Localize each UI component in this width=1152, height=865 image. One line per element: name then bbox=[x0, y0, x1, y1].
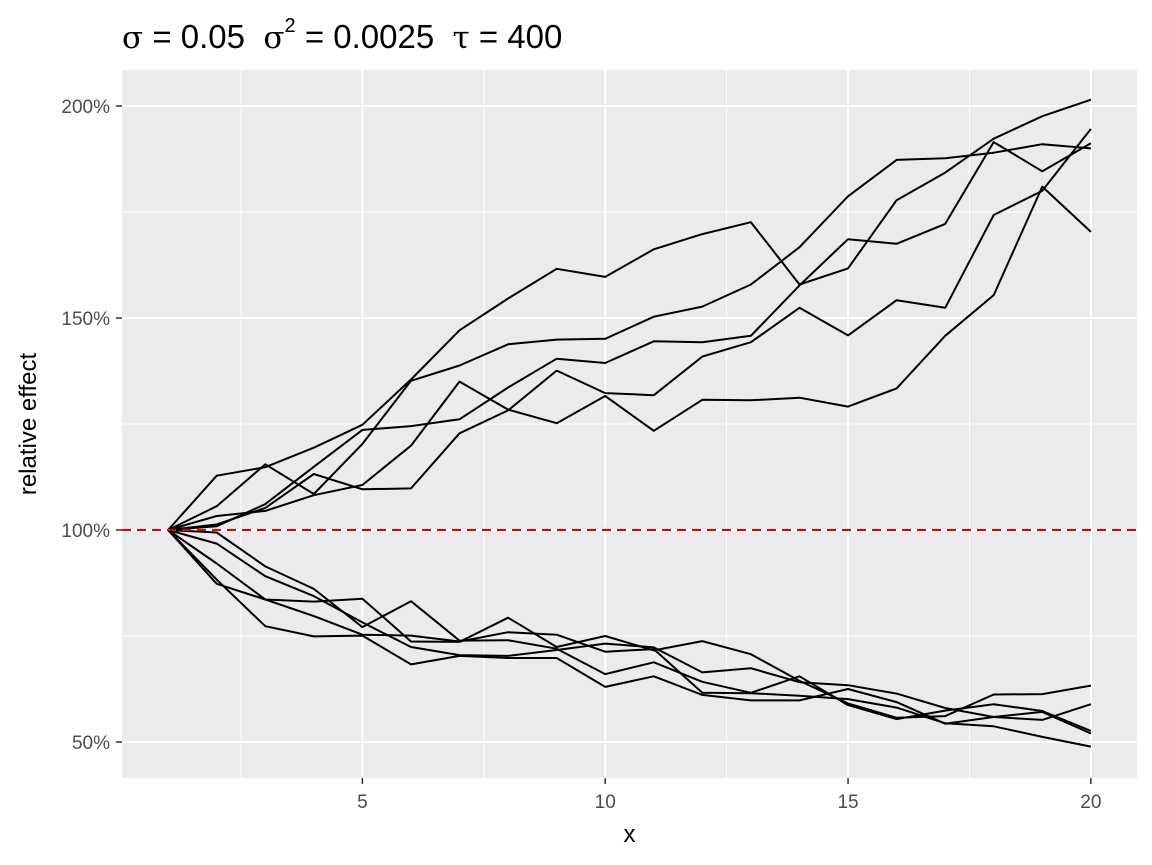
tau-value: = 400 bbox=[469, 18, 563, 55]
y-tick-label: 150% bbox=[61, 309, 110, 330]
y-axis: 50% 100% 150% 200% bbox=[61, 97, 122, 754]
series-lines bbox=[167, 98, 1092, 748]
series-line-10 bbox=[168, 529, 1092, 732]
sigma-symbol: σ bbox=[122, 20, 144, 56]
y-tick-label: 50% bbox=[72, 733, 110, 754]
x-tick-label: 20 bbox=[1080, 792, 1101, 813]
y-tick-label: 200% bbox=[61, 97, 110, 118]
series-line-4 bbox=[168, 141, 1092, 531]
sigma2-symbol: σ bbox=[263, 20, 285, 56]
x-axis-title: x bbox=[624, 821, 636, 848]
minor-gridlines bbox=[122, 70, 1137, 778]
series-line-7 bbox=[167, 529, 1092, 721]
series-line-2 bbox=[167, 143, 1091, 531]
tau-symbol: τ bbox=[452, 20, 470, 56]
x-tick-label: 15 bbox=[837, 792, 858, 813]
chart-title: σ = 0.05 σ2 = 0.0025 τ = 400 bbox=[122, 15, 563, 56]
y-tick-label: 100% bbox=[61, 521, 110, 542]
x-tick-label: 5 bbox=[357, 792, 368, 813]
series-line-3 bbox=[167, 128, 1092, 531]
series-line-9 bbox=[167, 529, 1092, 735]
series-line-5 bbox=[167, 185, 1092, 531]
y-axis-title: relative effect bbox=[15, 353, 42, 496]
series-line-1 bbox=[167, 98, 1092, 531]
sigma2-exponent: 2 bbox=[284, 15, 296, 37]
sigma2-value: = 0.0025 bbox=[295, 18, 435, 55]
sigma-value: = 0.05 bbox=[143, 18, 246, 55]
x-axis: 5 10 15 20 bbox=[357, 778, 1101, 813]
x-tick-label: 10 bbox=[595, 792, 616, 813]
